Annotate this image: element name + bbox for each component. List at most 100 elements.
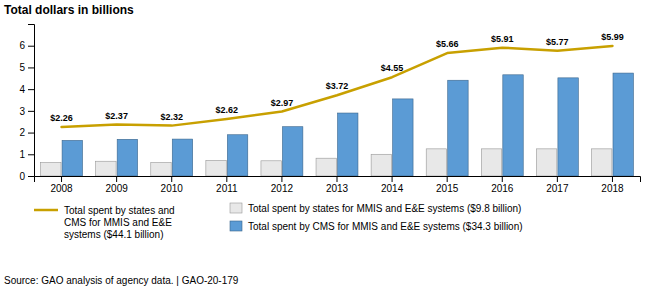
- legend-item: Total spent by states for MMIS and E&E s…: [230, 203, 521, 214]
- bar: [316, 158, 336, 176]
- x-tick: 2017: [546, 176, 569, 194]
- y-tick-mark: [28, 67, 34, 68]
- y-tick: 1: [19, 149, 34, 160]
- bar: [151, 163, 171, 176]
- x-tick-mark: [612, 176, 613, 182]
- data-label: $2.37: [105, 111, 128, 121]
- x-tick: 2015: [436, 176, 459, 194]
- y-tick-label: 5: [19, 62, 25, 73]
- x-tick-label: 2009: [106, 183, 129, 194]
- x-tick: 2011: [216, 176, 238, 194]
- bar: [393, 99, 413, 176]
- x-axis-line: [35, 177, 641, 183]
- y-tick: 6: [19, 40, 34, 51]
- x-tick-label: 2014: [381, 183, 404, 194]
- x-tick-mark: [281, 176, 282, 182]
- bar: [117, 139, 137, 176]
- data-label: $5.77: [546, 37, 569, 47]
- y-tick-mark: [28, 89, 34, 90]
- line: [62, 46, 613, 127]
- legend-label: Total spent by CMS for MMIS and E&E syst…: [248, 221, 523, 232]
- x-tick-label: 2010: [161, 183, 184, 194]
- legend-label: Total spent by states for MMIS and E&E s…: [248, 203, 521, 214]
- x-tick-label: 2013: [326, 183, 349, 194]
- bar: [503, 75, 523, 176]
- bar: [172, 139, 192, 176]
- x-tick: 2010: [161, 176, 184, 194]
- bar: [448, 80, 468, 176]
- x-tick: 2009: [106, 176, 129, 194]
- y-tick: 2: [19, 127, 34, 138]
- data-label: $2.62: [216, 105, 239, 115]
- bar: [536, 149, 556, 176]
- data-label: $5.91: [491, 34, 514, 44]
- legend-label: Total spent by states andCMS for MMIS an…: [64, 205, 175, 240]
- bar: [227, 135, 247, 176]
- y-tick-label: 3: [19, 106, 25, 117]
- y-tick: 4: [19, 84, 34, 95]
- y-tick-mark: [28, 154, 34, 155]
- x-tick: 2008: [50, 176, 73, 194]
- y-tick-mark: [28, 176, 34, 177]
- x-tick-mark: [502, 176, 503, 182]
- legend-item: Total spent by CMS for MMIS and E&E syst…: [230, 221, 523, 232]
- y-tick: 5: [19, 62, 34, 73]
- x-tick-label: 2015: [436, 183, 459, 194]
- x-tick-mark: [171, 176, 172, 182]
- x-tick: 2018: [601, 176, 624, 194]
- data-label: $2.32: [160, 112, 183, 122]
- x-tick-mark: [392, 176, 393, 182]
- bar: [338, 113, 358, 176]
- bar: [371, 154, 391, 176]
- bar: [558, 78, 578, 176]
- y-tick-mark: [28, 111, 34, 112]
- data-label: $2.26: [50, 113, 73, 123]
- y-tick: 3: [19, 106, 34, 117]
- title: Total dollars in billions: [4, 3, 134, 17]
- y-tick-label: 4: [19, 84, 25, 95]
- y-axis: 0 1 2 3 4 5 6: [19, 25, 34, 182]
- y-tick-label: 6: [19, 40, 25, 51]
- legend-swatch: [230, 221, 242, 231]
- bar: [206, 160, 226, 176]
- x-tick-label: 2018: [601, 183, 624, 194]
- x-tick-mark: [61, 176, 62, 182]
- bar: [426, 149, 446, 176]
- x-tick-label: 2012: [271, 183, 294, 194]
- source: Source: GAO analysis of agency data. | G…: [4, 275, 239, 286]
- y-axis-line: [28, 25, 35, 177]
- data-label: $2.97: [271, 98, 294, 108]
- bar: [62, 140, 82, 176]
- x-tick-mark: [226, 176, 227, 182]
- x-tick: 2013: [326, 176, 349, 194]
- data-label: $3.72: [326, 81, 349, 91]
- bar: [481, 149, 501, 176]
- x-axis: 2008 2009 2010 2011 2012 2013 2014 2015 2016 2017…: [35, 176, 641, 194]
- legend-swatch: [230, 203, 242, 213]
- x-tick: 2016: [491, 176, 514, 194]
- bar: [613, 73, 633, 176]
- plot-marks: [41, 46, 634, 176]
- legend: Total spent by states for MMIS and E&E s…: [34, 203, 523, 240]
- bar: [591, 149, 611, 176]
- y-tick-mark: [28, 46, 34, 47]
- x-tick-mark: [447, 176, 448, 182]
- bar: [96, 161, 116, 176]
- y-tick: 0: [19, 171, 34, 182]
- x-tick-label: 2008: [50, 183, 73, 194]
- y-tick-label: 2: [19, 127, 25, 138]
- x-tick-mark: [557, 176, 558, 182]
- chart: Total dollars in billions 0 1 2 3 4 5 6 2008 2009…: [0, 0, 650, 292]
- data-label: $4.55: [381, 63, 404, 73]
- bar: [282, 127, 302, 176]
- legend-item: Total spent by states andCMS for MMIS an…: [34, 205, 175, 240]
- x-tick-label: 2017: [546, 183, 569, 194]
- legend-swatch: [34, 209, 58, 212]
- data-label: $5.66: [436, 39, 459, 49]
- bar: [41, 163, 61, 176]
- y-tick-label: 0: [19, 171, 25, 182]
- y-tick-mark: [28, 133, 34, 134]
- x-tick: 2014: [381, 176, 404, 194]
- bar: [261, 161, 281, 176]
- data-label: $5.99: [601, 32, 624, 42]
